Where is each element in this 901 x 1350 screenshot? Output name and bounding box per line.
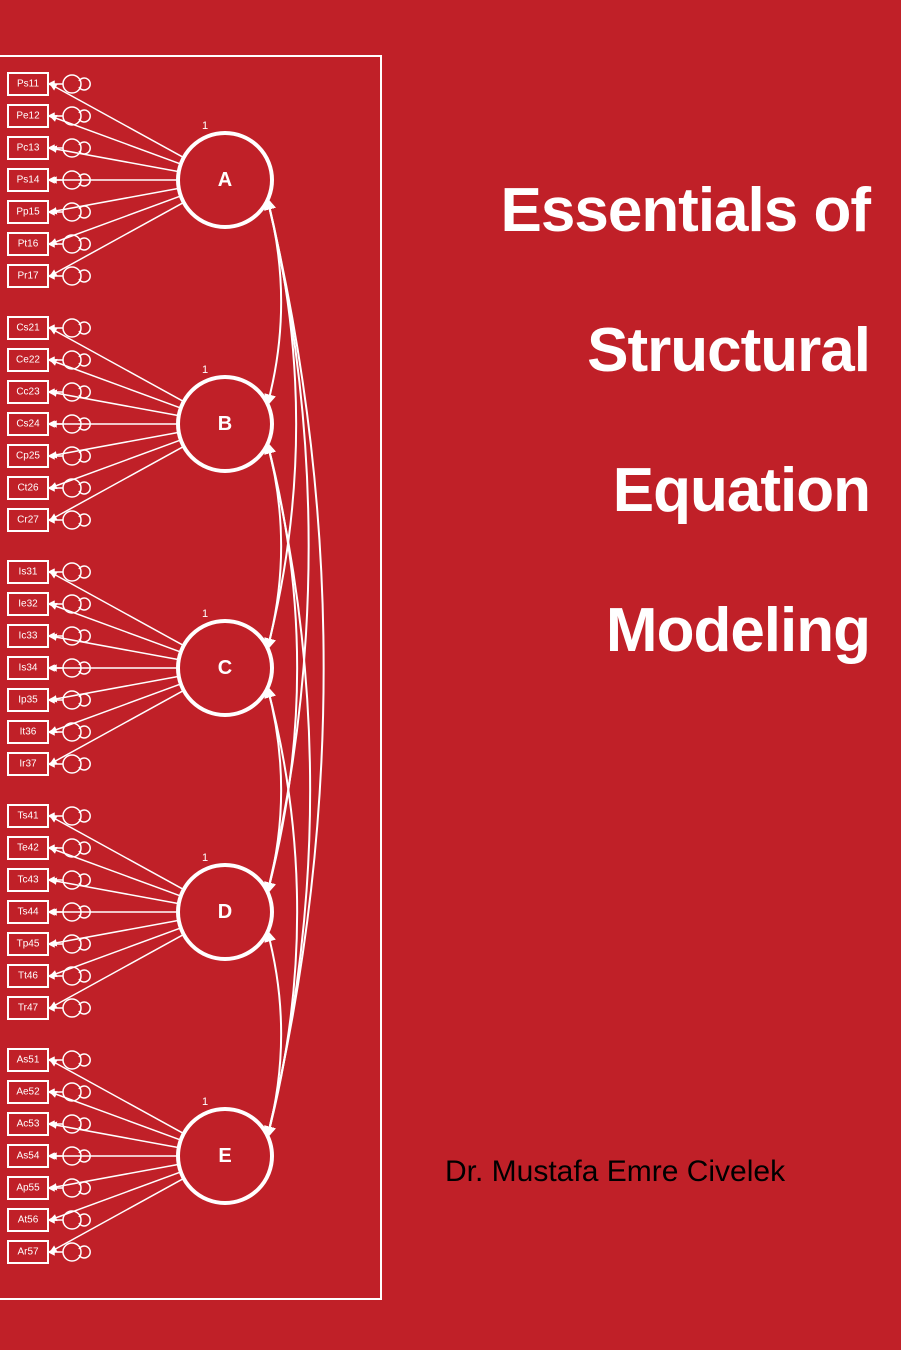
indicator-label-Pe12: Pe12 [16,111,40,122]
error-e28 [63,999,81,1017]
indicator-label-Pr17: Pr17 [17,271,39,282]
indicator-label-Pp15: Pp15 [16,207,40,218]
error-e24 [63,871,81,889]
latent-label-D: D [218,901,232,923]
indicator-label-Cc23: Cc23 [16,387,40,398]
indicator-label-Ir37: Ir37 [19,759,37,770]
indicator-label-Ts41: Ts41 [17,811,39,822]
error-e21 [63,755,81,773]
indicator-label-Tt46: Tt46 [18,971,38,982]
loading-Cc23 [50,392,179,416]
error-e12 [63,447,81,465]
error-e17 [63,627,81,645]
indicator-label-Is31: Is31 [19,567,38,578]
latent-label-B: B [218,413,232,435]
loading-Tc43 [50,880,179,904]
author-name: Dr. Mustafa Emre Civelek [445,1155,785,1189]
error-e10 [63,383,81,401]
error-e15 [63,563,81,581]
latent-one-B: 1 [202,364,208,376]
loading-Ic33 [50,636,179,660]
latent-one-D: 1 [202,852,208,864]
latent-label-C: C [218,657,232,679]
indicator-label-Ts44: Ts44 [17,907,39,918]
error-e14 [63,511,81,529]
title-block: Essentials of Structural Equation Modeli… [430,180,870,740]
covariance-D-E [267,931,281,1137]
error-e3 [63,139,81,157]
indicator-label-Ps14: Ps14 [17,175,40,186]
latent-label-E: E [218,1145,231,1167]
loading-Pp15 [50,188,179,212]
indicator-label-It36: It36 [20,727,37,738]
loading-Tp45 [50,920,179,944]
indicator-label-Ie32: Ie32 [18,599,38,610]
title-line-4: Modeling [430,600,870,662]
latent-one-C: 1 [202,608,208,620]
indicator-label-At56: At56 [18,1215,39,1226]
indicator-label-Ip35: Ip35 [18,695,38,706]
error-e1 [63,75,81,93]
indicator-label-Tc43: Tc43 [17,875,39,886]
indicator-label-Cp25: Cp25 [16,451,40,462]
indicator-label-Pc13: Pc13 [17,143,40,154]
indicator-label-Ar57: Ar57 [17,1247,39,1258]
indicator-label-Cs21: Cs21 [16,323,40,334]
error-e5 [63,203,81,221]
indicator-label-Cs24: Cs24 [16,419,40,430]
indicator-label-Is34: Is34 [19,663,38,674]
indicator-label-Cr27: Cr27 [17,515,39,526]
loading-Pc13 [50,148,179,172]
loading-Ac53 [50,1124,179,1148]
error-e29 [63,1051,81,1069]
error-e33 [63,1179,81,1197]
title-line-3: Equation [430,460,870,522]
error-e35 [63,1243,81,1261]
indicator-label-As54: As54 [17,1151,40,1162]
loading-Ap55 [50,1164,179,1188]
latent-one-E: 1 [202,1096,208,1108]
indicator-label-Ae52: Ae52 [16,1087,40,1098]
error-e22 [63,807,81,825]
error-e19 [63,691,81,709]
sem-diagram: Ps11 Pe12 Pc13 Ps14 Pp15 Pt16 Pr17 Cs21 Ce22 Cc23… [0,55,382,1300]
indicator-label-Tp45: Tp45 [17,939,40,950]
indicator-label-Pt16: Pt16 [18,239,39,250]
indicator-label-Ap55: Ap55 [16,1183,40,1194]
error-e7 [63,267,81,285]
error-e26 [63,935,81,953]
indicator-label-As51: As51 [17,1055,40,1066]
latent-one-A: 1 [202,120,208,132]
loading-Ip35 [50,676,179,700]
indicator-label-Ce22: Ce22 [16,355,40,366]
indicator-label-Ps11: Ps11 [17,79,39,90]
indicator-label-Ct26: Ct26 [17,483,39,494]
title-line-2: Structural [430,320,870,382]
indicator-label-Ac53: Ac53 [17,1119,40,1130]
title-line-1: Essentials of [430,180,870,242]
indicator-label-Ic33: Ic33 [19,631,38,642]
error-e8 [63,319,81,337]
indicator-label-Te42: Te42 [17,843,39,854]
loading-Cp25 [50,432,179,456]
error-e31 [63,1115,81,1133]
latent-label-A: A [218,169,232,191]
indicator-label-Tr47: Tr47 [18,1003,39,1014]
